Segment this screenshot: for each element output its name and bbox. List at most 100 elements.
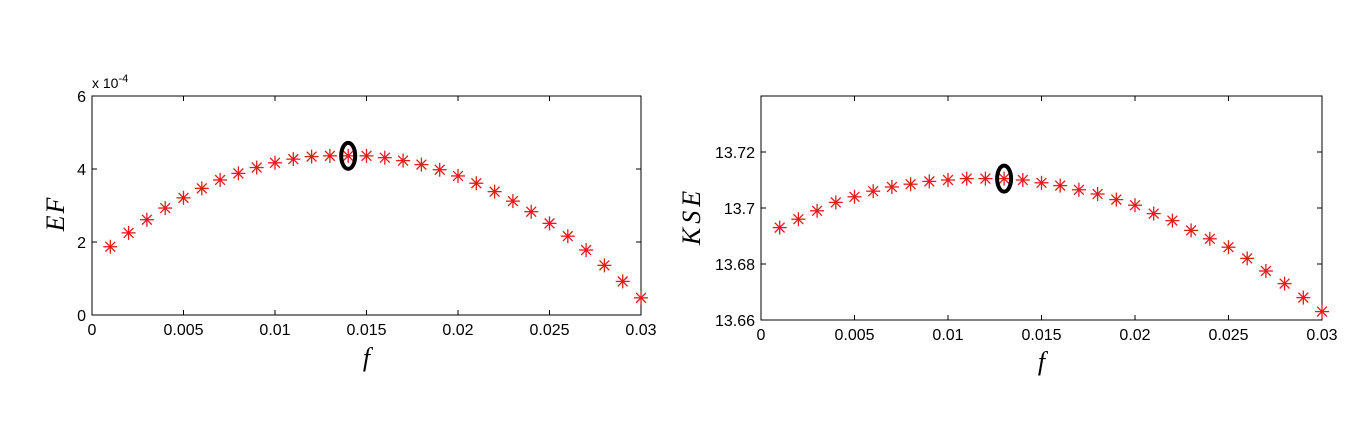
data-point xyxy=(1071,182,1086,197)
data-point xyxy=(1202,231,1217,246)
marker-stroke xyxy=(1148,208,1160,219)
marker-stroke xyxy=(196,182,208,194)
data-point xyxy=(341,148,356,163)
highlight-marker xyxy=(339,140,358,171)
marker-stroke xyxy=(1279,278,1290,289)
data-point xyxy=(1165,213,1180,228)
marker-stroke xyxy=(942,174,954,186)
data-point xyxy=(268,155,282,170)
data-point xyxy=(634,290,648,305)
kse-panel: 0 0.005 0.01 0.015 0.02 0.025 0.03 13.66 13.68 13… xyxy=(677,95,1338,376)
data-point xyxy=(597,258,612,273)
data-point xyxy=(1296,290,1311,305)
y-tick-label: 13.72 xyxy=(715,145,755,162)
marker-stroke xyxy=(617,276,629,287)
data-point xyxy=(505,194,520,209)
marker-stroke xyxy=(793,213,804,225)
data-point xyxy=(1240,251,1255,266)
marker-stroke xyxy=(1185,225,1197,236)
marker-stroke xyxy=(525,206,537,218)
x-tick-label: 0.005 xyxy=(163,322,203,339)
x-tick-label: 0.02 xyxy=(442,322,473,339)
marker-stroke xyxy=(1241,253,1253,264)
marker-stroke xyxy=(324,150,336,162)
marker-stroke xyxy=(214,174,226,186)
marker-stroke xyxy=(178,192,189,204)
data-point xyxy=(176,190,191,205)
x-tick-label: 0.015 xyxy=(346,322,386,339)
data-point xyxy=(828,195,843,210)
data-point xyxy=(304,149,319,164)
y-tick-label: 0 xyxy=(77,308,86,325)
marker-stroke xyxy=(867,185,879,197)
data-point xyxy=(322,148,337,163)
data-point xyxy=(396,153,411,168)
data-point xyxy=(1315,304,1329,319)
data-point xyxy=(1128,198,1142,213)
data-point xyxy=(922,174,937,189)
plot-area xyxy=(760,95,1323,321)
marker-stroke xyxy=(811,205,823,217)
data-point xyxy=(959,171,974,186)
data-point xyxy=(1277,276,1292,291)
data-point xyxy=(810,203,825,218)
marker-stroke xyxy=(849,191,860,203)
marker-stroke xyxy=(1110,194,1122,205)
x-tick-label: 0.005 xyxy=(834,327,874,344)
marker-stroke xyxy=(1017,174,1029,186)
marker-stroke xyxy=(251,162,263,173)
data-point xyxy=(1184,223,1199,238)
data-point xyxy=(884,180,899,194)
data-point xyxy=(103,239,118,254)
marker-stroke xyxy=(886,181,898,193)
data-point xyxy=(213,172,228,187)
data-point xyxy=(359,148,374,163)
data-point xyxy=(158,201,173,216)
data-point xyxy=(139,212,154,227)
y-tick-label: 13.7 xyxy=(724,201,755,218)
data-point xyxy=(579,243,594,258)
marker-stroke xyxy=(287,153,299,165)
x-tick-label: 0.03 xyxy=(625,322,656,339)
data-point xyxy=(772,220,787,235)
y-axis-label: EF xyxy=(41,196,70,233)
data-point xyxy=(487,184,502,199)
data-point xyxy=(1034,175,1049,190)
data-point xyxy=(524,204,539,219)
data-point xyxy=(615,274,630,289)
x-tick-label: 0 xyxy=(88,322,97,339)
marker-stroke xyxy=(1316,306,1328,317)
data-point xyxy=(1109,192,1124,207)
data-point xyxy=(1221,240,1236,255)
data-point xyxy=(847,189,862,204)
y-tick-label: 13.68 xyxy=(715,257,755,274)
marker-stroke xyxy=(269,157,281,169)
marker-stroke xyxy=(434,164,446,176)
marker-stroke xyxy=(489,186,500,197)
marker-stroke xyxy=(1297,292,1309,303)
marker-stroke xyxy=(830,197,842,208)
data-point xyxy=(194,181,209,196)
data-point xyxy=(469,176,484,191)
data-point xyxy=(866,184,881,199)
marker-stroke xyxy=(342,150,354,162)
ef-panel: 0 0.005 0.01 0.015 0.02 0.025 0.03 0 2 4 6 x 10-4 f E… xyxy=(41,73,657,372)
marker-stroke xyxy=(1260,265,1272,277)
marker-stroke xyxy=(123,227,134,239)
data-point xyxy=(1015,173,1030,187)
highlight-marker xyxy=(995,163,1014,194)
marker-stroke xyxy=(416,159,427,170)
marker-stroke xyxy=(159,202,171,214)
data-point xyxy=(414,157,429,172)
data-point xyxy=(542,216,557,231)
x-tick-label: 0.015 xyxy=(1021,327,1061,344)
data-point xyxy=(121,225,136,240)
marker-stroke xyxy=(1092,188,1103,200)
marker-stroke xyxy=(635,292,647,304)
data-point xyxy=(791,212,806,227)
marker-stroke xyxy=(507,195,519,207)
data-point xyxy=(432,162,447,177)
data-point xyxy=(451,168,465,183)
marker-stroke xyxy=(1223,241,1234,253)
